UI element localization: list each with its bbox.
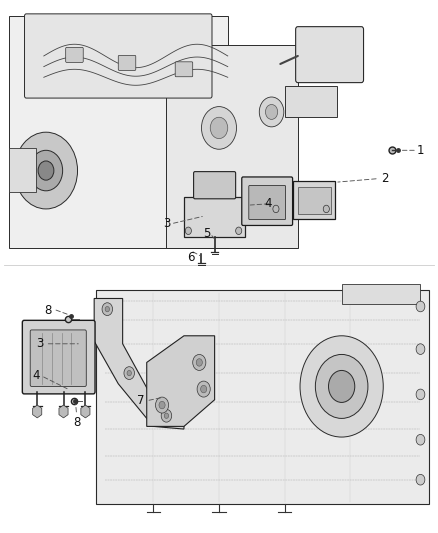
Text: 8: 8: [73, 416, 80, 429]
Text: 3: 3: [36, 337, 44, 350]
FancyBboxPatch shape: [296, 27, 364, 83]
Circle shape: [259, 97, 284, 127]
Polygon shape: [147, 336, 215, 426]
Circle shape: [164, 413, 169, 418]
Circle shape: [416, 474, 425, 485]
Circle shape: [323, 205, 329, 213]
Circle shape: [416, 344, 425, 354]
Circle shape: [193, 354, 206, 370]
FancyBboxPatch shape: [9, 148, 36, 192]
FancyBboxPatch shape: [166, 45, 298, 248]
Text: 6: 6: [187, 251, 194, 263]
FancyBboxPatch shape: [118, 55, 136, 70]
Circle shape: [127, 370, 131, 376]
Circle shape: [124, 367, 134, 379]
Circle shape: [273, 205, 279, 213]
Text: 5: 5: [203, 227, 210, 240]
FancyBboxPatch shape: [96, 290, 429, 504]
FancyBboxPatch shape: [342, 284, 420, 304]
FancyBboxPatch shape: [242, 177, 293, 225]
FancyBboxPatch shape: [298, 187, 331, 214]
Polygon shape: [94, 298, 184, 429]
Circle shape: [185, 227, 191, 235]
FancyBboxPatch shape: [249, 185, 286, 220]
Circle shape: [161, 409, 172, 422]
Circle shape: [105, 306, 110, 312]
FancyBboxPatch shape: [66, 47, 83, 62]
FancyBboxPatch shape: [175, 62, 193, 77]
Circle shape: [416, 301, 425, 312]
FancyBboxPatch shape: [22, 320, 95, 394]
Circle shape: [201, 107, 237, 149]
FancyBboxPatch shape: [194, 172, 236, 199]
Circle shape: [201, 385, 207, 393]
Text: 7: 7: [137, 394, 145, 407]
FancyBboxPatch shape: [184, 197, 245, 237]
Circle shape: [196, 359, 202, 366]
FancyBboxPatch shape: [25, 14, 212, 98]
Text: 2: 2: [381, 172, 389, 185]
Circle shape: [197, 381, 210, 397]
FancyBboxPatch shape: [9, 16, 228, 248]
Circle shape: [236, 227, 242, 235]
Text: 4: 4: [32, 369, 39, 382]
Circle shape: [416, 389, 425, 400]
FancyBboxPatch shape: [293, 181, 335, 219]
Circle shape: [14, 132, 78, 209]
Circle shape: [328, 370, 355, 402]
Circle shape: [155, 397, 169, 413]
Text: 3: 3: [163, 217, 171, 230]
Circle shape: [159, 401, 165, 409]
Circle shape: [210, 117, 228, 139]
Circle shape: [300, 336, 383, 437]
Circle shape: [29, 150, 63, 191]
Circle shape: [102, 303, 113, 316]
Text: 8: 8: [44, 304, 52, 317]
Text: 1: 1: [417, 144, 424, 157]
Circle shape: [416, 434, 425, 445]
Text: 4: 4: [264, 197, 272, 210]
Circle shape: [38, 161, 54, 180]
Circle shape: [265, 104, 278, 119]
Circle shape: [315, 354, 368, 418]
FancyBboxPatch shape: [285, 86, 337, 117]
FancyBboxPatch shape: [30, 330, 86, 386]
